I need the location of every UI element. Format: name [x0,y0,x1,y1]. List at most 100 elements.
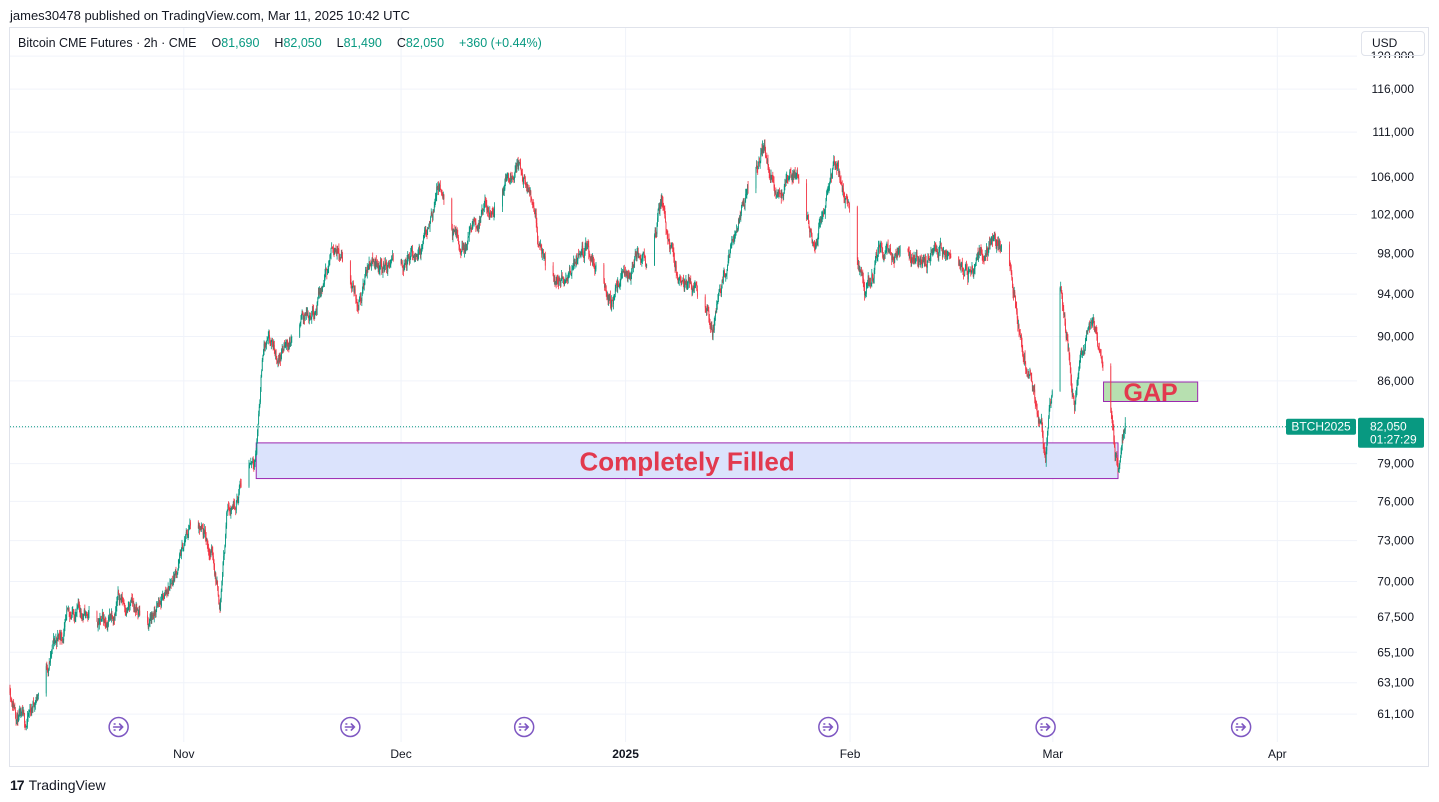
candle-body [16,719,18,721]
candle-body [1085,340,1086,349]
candle-body [675,265,677,268]
candle-body [996,242,998,245]
candle-body [730,244,731,253]
candle-body [303,317,305,319]
candle-body [715,311,717,313]
candle-body [1040,419,1042,422]
candle-body [623,268,625,274]
candle-body [588,246,590,254]
candle-body [513,178,515,180]
candle-body [623,268,625,273]
candle-body [452,232,454,237]
candle-body [815,244,817,246]
candle-body [24,722,26,727]
candle-body [453,228,455,232]
candle-body [731,239,733,241]
candle-body [786,177,788,179]
candle-body [60,634,62,640]
candle-body [635,253,637,254]
event-dash-icon [345,723,348,731]
candle-body [401,261,403,267]
candle-body [1041,419,1043,428]
candle-body [932,251,934,252]
candle-body [669,240,671,249]
candle-body [1066,337,1068,339]
candle-body [282,349,284,351]
currency-button[interactable]: USD [1361,31,1425,56]
candle-body [199,528,201,530]
candle-body [817,234,819,241]
candle-body [87,614,89,618]
candle-body [655,232,657,235]
candle-body [808,214,809,221]
candle-body [935,246,937,249]
tradingview-logo[interactable]: 17 TradingView [10,777,106,793]
candle-body [16,714,18,720]
candle-body [1070,372,1072,381]
candle-body [1012,277,1013,286]
candle-body [1050,403,1052,404]
candle-body [834,163,836,168]
candle-body [517,161,518,163]
candle-body [967,274,969,280]
candle-body [890,248,891,253]
candle-body [563,278,564,282]
candle-body [964,269,966,275]
candle-body [363,284,365,286]
candle-body [1065,322,1066,332]
candle-body [930,250,932,256]
candle-body [102,613,104,615]
candle-body [31,706,33,709]
candle-body [640,261,642,263]
candle-body [572,265,574,268]
candle-body [217,580,219,587]
candle-body [81,613,83,619]
candle-body [174,574,176,580]
candle-body [521,172,523,178]
candle-body [817,240,818,246]
candle-body [783,186,785,194]
candle-body [638,256,640,258]
candle-body [820,219,822,222]
candle-body [276,360,278,363]
candle-body [360,300,362,302]
candle-body [1034,389,1036,399]
candle-body [481,209,483,214]
candle-body [925,261,927,267]
candle-body [503,190,505,194]
candle-body [357,307,359,311]
candle-body [718,289,720,294]
candle-body [100,617,101,620]
axis-top-mask [1358,58,1424,67]
candle-body [441,189,442,193]
candle-body [1065,331,1067,339]
candle-body [579,253,581,254]
candle-body [555,281,557,284]
candle-body [575,258,577,263]
candle-body [990,240,992,245]
candle-body [892,254,894,257]
candle-body [231,506,233,508]
candle-body [636,253,637,259]
candle-body [149,623,150,624]
candle-body [943,250,945,253]
candle-body [913,256,915,261]
candle-body [260,376,262,392]
candle-body [1059,287,1061,391]
candle-body [264,343,266,347]
candle-body [838,165,839,173]
candle-body [1077,380,1078,382]
candle-body [200,528,202,530]
candle-body [1123,431,1125,433]
candle-body [779,191,780,194]
candle-body [115,606,117,612]
candle-body [745,193,747,195]
candle-body [995,241,997,249]
candle-body [147,622,149,628]
candle-body [210,551,212,556]
candle-body [765,149,766,158]
candle-body [120,598,122,601]
bar-countdown: 01:27:29 [1370,433,1417,447]
candle-body [725,274,727,277]
